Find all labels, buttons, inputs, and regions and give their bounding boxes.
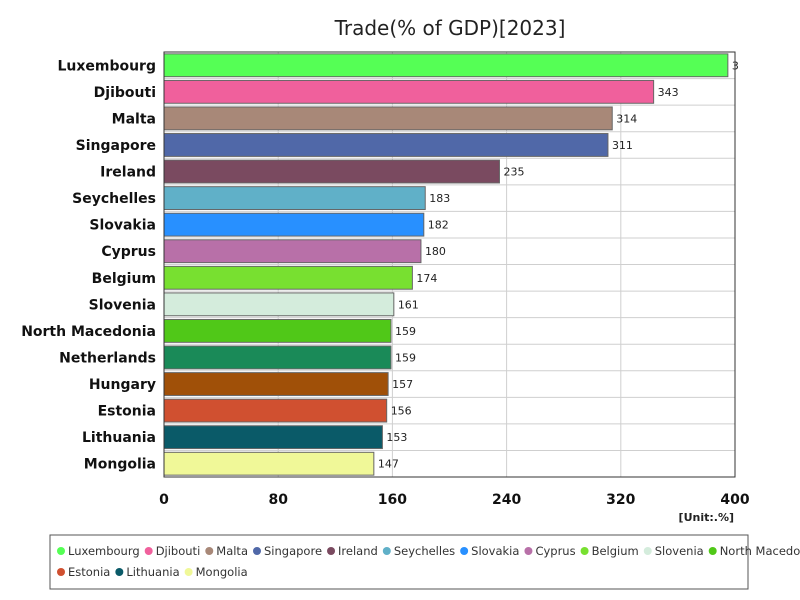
legend-marker	[460, 547, 469, 555]
bar-malta	[163, 106, 613, 131]
legend-box	[49, 534, 749, 590]
legend-item-label: Malta	[216, 544, 248, 558]
category-label: Cyprus	[101, 244, 156, 260]
value-label: 311	[612, 139, 633, 152]
category-label: Djibouti	[94, 85, 156, 101]
legend-item-label: Lithuania	[126, 565, 179, 579]
legend-marker	[57, 547, 65, 555]
bar-slovenia	[163, 292, 395, 317]
value-label: 174	[416, 272, 437, 285]
bar-belgium	[163, 265, 413, 290]
legend-marker	[580, 547, 589, 555]
legend-marker	[708, 547, 717, 555]
bars	[163, 53, 729, 476]
legend-item-label: Estonia	[68, 565, 110, 579]
bar-slovakia	[163, 212, 425, 237]
category-label: Hungary	[89, 377, 156, 393]
legend-item-label: Cyprus	[535, 544, 575, 558]
bar-lithuania	[163, 425, 383, 450]
unit-label: [Unit:.%]	[679, 511, 734, 524]
legend-marker	[57, 568, 65, 576]
legend-marker	[115, 568, 124, 576]
category-label: Belgium	[92, 271, 156, 287]
legend-item-label: Slovenia	[655, 544, 704, 558]
category-label: Netherlands	[59, 350, 156, 366]
legend-item-label: Mongolia	[196, 565, 248, 579]
legend-item-label: Belgium	[592, 544, 639, 558]
x-tick-label: 240	[492, 492, 521, 508]
bar-seychelles	[163, 186, 426, 211]
bar-ireland	[163, 159, 500, 184]
bar-djibouti	[163, 79, 655, 104]
x-tick-label: 160	[378, 492, 407, 508]
x-tick-label: 80	[268, 492, 288, 508]
legend-marker	[524, 547, 533, 555]
legend-item-label: North Macedonia	[720, 544, 800, 558]
legend-marker	[144, 547, 153, 555]
value-label: 147	[378, 458, 399, 471]
category-label: Ireland	[100, 165, 156, 181]
category-label: Slovakia	[89, 218, 156, 234]
category-labels: Luxembourg Djibouti Malta Singapore Ireland S…	[21, 58, 156, 472]
value-label: 180	[425, 245, 446, 258]
legend-marker	[184, 568, 193, 576]
bar-cyprus	[163, 239, 422, 264]
chart-title: Trade(% of GDP)[2023]	[334, 16, 566, 40]
value-label: 161	[398, 298, 419, 311]
bar-mongolia	[163, 451, 375, 476]
x-tick-label: 0	[159, 492, 169, 508]
category-label: Luxembourg	[57, 58, 156, 74]
category-label: Seychelles	[72, 191, 156, 207]
legend-item-label: Seychelles	[394, 544, 455, 558]
category-label: Lithuania	[82, 430, 156, 446]
bar-singapore	[163, 133, 609, 157]
plot-frame	[163, 51, 736, 478]
legend: Luxembourg Djibouti Malta Singapore Ireland S…	[57, 544, 800, 579]
value-label: 153	[386, 431, 407, 444]
value-label: 157	[392, 378, 413, 391]
legend-marker	[327, 547, 336, 555]
category-label: Singapore	[76, 138, 156, 154]
value-label: 314	[616, 112, 637, 125]
value-label: 182	[428, 219, 449, 232]
value-label: 343	[658, 86, 679, 99]
legend-marker	[205, 547, 214, 555]
legend-item-label: Slovakia	[471, 544, 519, 558]
bar-hungary	[163, 372, 389, 396]
x-tick-label: 320	[606, 492, 635, 508]
legend-marker	[382, 547, 391, 555]
category-label: Slovenia	[89, 297, 156, 313]
legend-marker	[643, 547, 652, 555]
legend-item-label: Ireland	[338, 544, 378, 558]
legend-item-label: Singapore	[264, 544, 322, 558]
value-label: 159	[395, 325, 416, 338]
x-axis-ticks: 0 80 160 240 320 400	[159, 492, 750, 508]
category-label: Malta	[112, 111, 156, 127]
bar-north-macedonia	[163, 318, 392, 343]
category-label: Mongolia	[84, 457, 156, 473]
value-label: 159	[395, 351, 416, 364]
bar-netherlands	[163, 345, 392, 370]
value-label: 183	[429, 192, 450, 205]
value-label: 156	[391, 405, 412, 418]
bar-luxembourg	[163, 53, 729, 78]
category-label: Estonia	[98, 404, 156, 420]
legend-item-label: Djibouti	[156, 544, 201, 558]
value-label: 235	[503, 166, 524, 179]
bar-estonia	[163, 398, 388, 423]
legend-marker	[253, 547, 261, 555]
x-tick-label: 400	[720, 492, 749, 508]
legend-item-label: Luxembourg	[68, 544, 140, 558]
category-label: North Macedonia	[21, 324, 156, 340]
